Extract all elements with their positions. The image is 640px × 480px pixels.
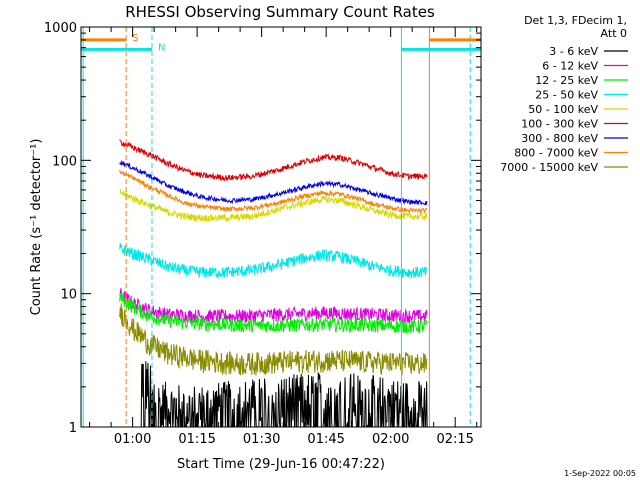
y-tick-label-1: 1 <box>69 421 77 436</box>
legend-label-4: 25 - 50 keV <box>535 89 598 102</box>
legend-label-8: 800 - 7000 keV <box>514 147 598 160</box>
chart-title: RHESSI Observing Summary Count Rates <box>125 3 435 21</box>
x-tick-label-5: 02:00 <box>372 432 409 447</box>
y-tick-label-3: 100 <box>52 154 77 169</box>
footer-date: 1-Sep-2022 00:05 <box>564 469 636 478</box>
legend: Det 1,3, FDecim 1,Att 03 - 6 keV 6 - 12 k… <box>500 14 628 174</box>
state-bar-label-1: S <box>132 33 138 44</box>
legend-label-9: 7000 - 15000 keV <box>500 161 598 174</box>
x-tick-label-1: 01:00 <box>114 432 151 447</box>
series-line-5 <box>119 188 428 223</box>
plot-frame <box>80 26 482 428</box>
series-line-2 <box>119 288 428 324</box>
series-line-4 <box>119 242 428 279</box>
series-line-9 <box>119 303 428 376</box>
series-line-1 <box>140 361 428 428</box>
x-axis-label: Start Time (29-Jun-16 00:47:22) <box>177 457 385 472</box>
legend-label-1: 3 - 6 keV <box>549 45 598 58</box>
y-tick-label-4: 1000 <box>44 21 77 36</box>
x-tick-label-4: 01:45 <box>307 432 344 447</box>
legend-label-2: 6 - 12 keV <box>542 60 598 73</box>
state-bar-label-3: N <box>158 42 165 53</box>
x-tick-label-6: 02:15 <box>436 432 473 447</box>
legend-label-3: 12 - 25 keV <box>535 74 598 87</box>
y-tick-label-2: 10 <box>60 288 77 303</box>
series-line-8 <box>119 169 428 215</box>
x-tick-label-2: 01:15 <box>178 432 215 447</box>
axis-ticks: 01:00 01:15 01:30 01:45 02:00 02:15 1 10 100 1000 <box>44 21 481 447</box>
y-axis-label: Count Rate (s⁻¹ detector⁻¹) <box>29 139 44 316</box>
series-line-3 <box>119 292 428 335</box>
x-tick-label-3: 01:30 <box>243 432 280 447</box>
plot-area: SN <box>81 27 481 428</box>
legend-label-7: 300 - 800 keV <box>521 132 598 145</box>
legend-title-line-1: Det 1,3, FDecim 1, <box>524 14 627 27</box>
legend-label-5: 50 - 100 keV <box>528 103 598 116</box>
legend-title-line-2: Att 0 <box>601 27 627 40</box>
legend-label-6: 100 - 300 keV <box>521 118 598 131</box>
series-line-7 <box>119 160 428 206</box>
series-line-6 <box>119 139 428 182</box>
